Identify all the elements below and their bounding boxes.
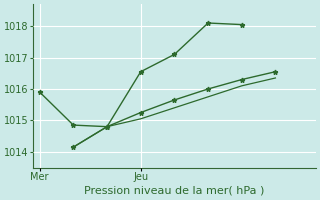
X-axis label: Pression niveau de la mer( hPa ): Pression niveau de la mer( hPa ) (84, 186, 265, 196)
